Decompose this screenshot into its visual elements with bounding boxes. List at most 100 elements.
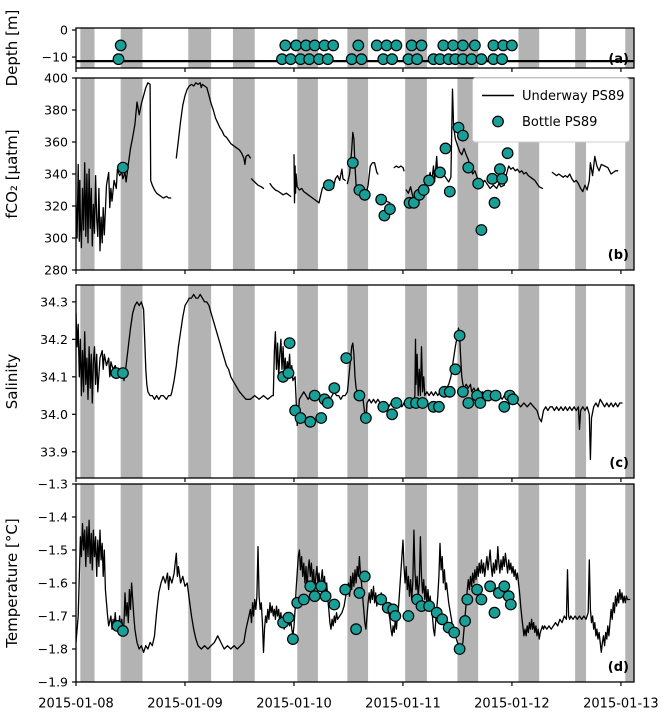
bottle-point: [353, 587, 366, 599]
bottle-point: [487, 39, 500, 52]
station-band: [347, 285, 369, 478]
underway-line: [393, 165, 405, 172]
bottle-point: [290, 39, 303, 52]
bottle-point: [437, 39, 450, 52]
bottle-point: [462, 397, 475, 409]
bottle-point: [375, 193, 388, 206]
bottle-point: [475, 593, 488, 606]
station-band: [575, 28, 587, 68]
station-band: [625, 78, 634, 270]
y-tick-label: 340: [44, 167, 68, 182]
bottle-point: [358, 570, 371, 583]
bottle-point: [390, 397, 403, 409]
bottle-point: [402, 610, 415, 622]
panel-letter: (d): [608, 660, 629, 675]
y-tick-label: 380: [44, 103, 68, 118]
bottle-point: [496, 172, 509, 185]
x-tick-label: 2015-01-08: [38, 697, 114, 712]
station-band: [80, 28, 95, 68]
panel-spines: [75, 27, 635, 69]
underway-line: [551, 155, 619, 193]
legend-box: [472, 77, 630, 143]
bottle-point: [448, 626, 461, 639]
bottle-point: [350, 623, 363, 636]
bottle-point: [469, 39, 481, 52]
y-tick-label: −1.8: [38, 642, 68, 657]
station-band: [232, 28, 255, 68]
bottle-point: [475, 224, 488, 236]
bottle-point: [439, 142, 452, 155]
legend: Underway PS89 Bottle PS89: [472, 77, 630, 143]
bottle-point: [462, 161, 475, 174]
bottle-point: [457, 39, 469, 52]
bottle-point: [321, 397, 334, 409]
station-band: [518, 28, 540, 68]
underway-line: [175, 82, 252, 166]
y-tick-label: −1.6: [38, 576, 68, 591]
y-tick-label: 400: [44, 71, 68, 86]
bottle-point: [345, 53, 358, 66]
legend-marker-sample: [492, 115, 504, 128]
bottle-point: [283, 337, 296, 350]
bottle-point: [461, 593, 474, 606]
bottle-point: [279, 39, 292, 52]
panel-b-data: [76, 78, 634, 270]
station-band: [518, 285, 540, 478]
bottle-point: [504, 598, 517, 611]
bottle-point: [287, 633, 299, 645]
bottle-point: [319, 590, 332, 603]
bottle-point: [471, 583, 484, 596]
bottle-point: [496, 53, 509, 66]
bottle-point: [321, 53, 334, 66]
bottle-point: [411, 53, 424, 66]
bottle-point: [360, 412, 372, 424]
bottle-point: [322, 179, 335, 192]
bottle-point: [415, 39, 428, 52]
bottle-point: [375, 593, 388, 606]
panel-letter: (b): [608, 248, 629, 263]
bottle-point: [308, 590, 321, 603]
bottle-point: [484, 580, 497, 593]
station-band: [297, 78, 318, 270]
bottle-point: [423, 174, 436, 187]
underway-line: [293, 154, 346, 204]
bottle-point: [433, 400, 445, 413]
y-axis-label: fCO₂ [μatm]: [3, 129, 21, 218]
station-band: [518, 484, 540, 682]
bottle-point: [346, 156, 359, 169]
bottle-point: [386, 408, 399, 421]
station-band: [347, 78, 369, 270]
bottle-point: [498, 580, 511, 593]
y-axis-label: Depth [m]: [3, 10, 21, 87]
bottle-point: [465, 53, 478, 66]
y-tick-label: 320: [44, 199, 68, 214]
bottle-point: [457, 129, 469, 142]
bottle-point: [315, 412, 328, 424]
y-tick-label: −1.3: [38, 477, 68, 492]
bottle-point: [486, 172, 499, 185]
bottle-point: [498, 400, 511, 413]
bottle-point: [353, 389, 366, 402]
underway-line: [269, 182, 292, 198]
panel-c-data: [76, 285, 634, 478]
station-band: [297, 285, 318, 478]
bottle-point: [339, 583, 352, 596]
bottle-point: [488, 196, 501, 209]
bottle-point: [457, 385, 469, 398]
bottle-point: [489, 389, 502, 402]
bottle-point: [114, 39, 127, 52]
station-band: [625, 285, 634, 478]
bottle-point: [282, 611, 295, 624]
y-tick-label: 34.0: [40, 407, 68, 422]
bottle-point: [488, 606, 501, 619]
bottle-point: [303, 53, 316, 66]
station-band: [625, 484, 634, 682]
bottle-point: [474, 397, 487, 409]
y-tick-label: −1.9: [38, 675, 68, 690]
y-tick-label: 33.9: [40, 444, 68, 459]
x-tick-label: 2015-01-12: [474, 697, 550, 712]
x-tick-label: 2015-01-13: [583, 697, 659, 712]
station-band: [575, 484, 587, 682]
y-tick-label: 34.1: [40, 369, 68, 384]
station-band: [625, 28, 634, 68]
